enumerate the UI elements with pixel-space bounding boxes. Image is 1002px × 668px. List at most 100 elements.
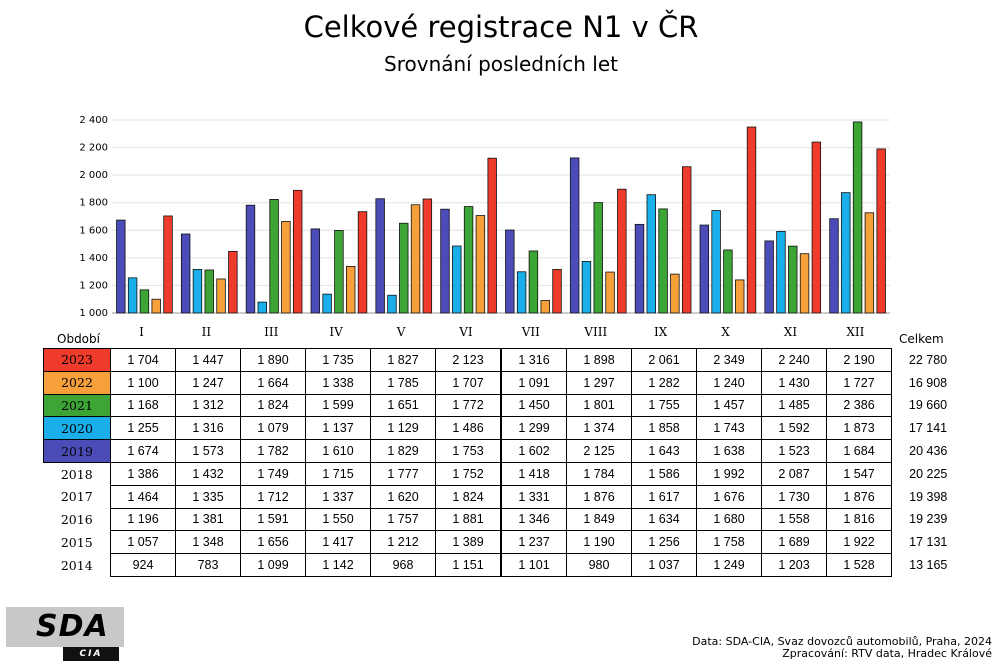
bar-2021-IV — [334, 230, 344, 314]
logo-background — [6, 607, 124, 647]
bar-2021-VI — [463, 206, 474, 314]
value-cell: 1 753 — [435, 439, 502, 463]
year-cell: 2016 — [60, 511, 93, 527]
value-cell: 2 240 — [761, 348, 827, 372]
value-cell: 1 297 — [566, 370, 632, 395]
value-cell: 1 381 — [175, 507, 241, 532]
source-line-1: Data: SDA-CIA, Svaz dovozců automobilů, … — [692, 635, 992, 648]
value-cell: 1 432 — [175, 461, 241, 486]
value-cell: 1 610 — [305, 439, 371, 463]
bar-2020-VIII — [581, 261, 592, 314]
bar-2023-XII — [876, 148, 886, 314]
bar-2022-XI — [799, 253, 810, 314]
value-cell: 1 573 — [175, 439, 241, 463]
total-cell: 17 131 — [909, 535, 948, 550]
total-cell: 20 436 — [909, 444, 948, 459]
table-row: 2022 1 100 1 247 1 664 1 338 1 785 1 707 1 091 1… — [43, 370, 965, 395]
value-cell: 1 858 — [631, 416, 697, 441]
value-cell: 2 349 — [696, 348, 762, 372]
y-tick-label: 2 400 — [79, 115, 108, 126]
value-cell: 1 586 — [631, 461, 697, 486]
y-tick-label: 1 400 — [79, 253, 108, 264]
table-row: 2017 1 464 1 335 1 712 1 337 1 620 1 824 1 331 1… — [44, 484, 965, 509]
value-cell: 1 782 — [240, 439, 306, 463]
table-row: 2023 1 704 1 447 1 890 1 735 1 827 2 123 1 316 1… — [43, 348, 965, 372]
bar-2023-IX — [681, 166, 692, 314]
bar-2021-II — [204, 269, 214, 314]
value-cell: 1 203 — [761, 553, 827, 577]
table-row: 2014 924 783 1 099 1 142 968 1 151 1 101 980 1 03… — [44, 553, 965, 577]
value-cell: 1 849 — [566, 507, 632, 532]
total-cell: 19 660 — [908, 398, 948, 413]
value-cell: 1 881 — [435, 507, 502, 532]
value-cell: 1 684 — [826, 439, 892, 463]
value-cell: 1 312 — [175, 393, 241, 418]
value-cell: 1 992 — [696, 461, 762, 486]
table-row: 2016 1 196 1 381 1 591 1 550 1 757 1 881 1 346 1… — [44, 507, 965, 532]
bar-2023-I — [163, 215, 173, 314]
bar-2022-VI — [475, 215, 486, 314]
year-cell: 2018 — [60, 466, 93, 482]
value-cell: 1 386 — [110, 461, 176, 486]
source-note: Data: SDA-CIA, Svaz dovozců automobilů, … — [692, 636, 992, 660]
month-label: VIII — [584, 325, 608, 339]
value-cell: 1 890 — [240, 348, 306, 372]
value-cell: 1 876 — [826, 484, 892, 509]
bar-2021-I — [139, 289, 150, 314]
table-row: 2020 1 255 1 316 1 079 1 137 1 129 1 486 1 299 1… — [43, 416, 965, 441]
month-label: X — [721, 325, 730, 339]
value-cell: 1 057 — [110, 530, 176, 555]
value-cell: 1 777 — [370, 461, 436, 486]
value-cell: 783 — [175, 553, 241, 577]
bar-2019-IX — [634, 223, 645, 314]
year-cell: 2022 — [43, 370, 111, 395]
value-cell: 1 168 — [110, 393, 176, 418]
value-cell: 1 680 — [696, 507, 762, 532]
bar-2021-VII — [528, 250, 539, 314]
bar-2019-XII — [829, 218, 839, 314]
value-cell: 1 922 — [826, 530, 892, 555]
value-cell: 1 689 — [761, 530, 827, 555]
value-cell: 924 — [110, 553, 176, 577]
month-label: III — [264, 325, 279, 339]
value-cell: 1 547 — [826, 461, 892, 486]
bar-2020-I — [127, 277, 138, 314]
total-cell: 13 165 — [909, 558, 948, 573]
bar-2021-XI — [788, 245, 798, 314]
value-cell: 1 485 — [761, 393, 827, 418]
value-cell: 1 129 — [370, 416, 436, 441]
value-cell: 1 151 — [435, 553, 502, 577]
bar-2023-VIII — [617, 188, 627, 314]
year-cell: 2019 — [43, 439, 111, 463]
total-cell: 17 141 — [908, 421, 948, 436]
chart-subtitle: Srovnání posledních let — [384, 52, 618, 76]
value-cell: 1 100 — [110, 370, 176, 395]
value-cell: 1 091 — [500, 370, 567, 395]
value-cell: 1 450 — [500, 393, 567, 418]
value-cell: 2 386 — [826, 393, 892, 418]
value-cell: 1 704 — [110, 348, 176, 372]
value-cell: 968 — [370, 553, 436, 577]
bar-2020-III — [257, 301, 267, 314]
value-cell: 1 430 — [761, 370, 827, 395]
y-tick-label: 1 200 — [79, 280, 108, 291]
table-row: 2019 1 674 1 573 1 782 1 610 1 829 1 753 1 602 2… — [43, 439, 965, 463]
bar-2019-VI — [440, 208, 450, 314]
value-cell: 1 638 — [696, 439, 762, 463]
bar-2022-IX — [670, 273, 680, 314]
bar-2020-IX — [646, 194, 656, 314]
bar-2022-II — [216, 278, 226, 314]
value-cell: 2 123 — [435, 348, 502, 372]
bar-2023-VII — [552, 269, 562, 314]
table-row: 2018 1 386 1 432 1 749 1 715 1 777 1 752 1 418 1… — [44, 461, 965, 486]
month-label: XII — [846, 325, 865, 339]
bar-2020-XII — [841, 192, 851, 314]
bar-2023-XI — [811, 141, 822, 314]
bar-2019-III — [245, 204, 256, 314]
year-cell: 2023 — [43, 348, 111, 372]
value-cell: 1 620 — [370, 484, 436, 509]
value-cell: 1 755 — [631, 393, 697, 418]
bar-2020-II — [192, 269, 203, 314]
bar-2023-IV — [357, 211, 368, 314]
value-cell: 1 785 — [370, 370, 436, 395]
